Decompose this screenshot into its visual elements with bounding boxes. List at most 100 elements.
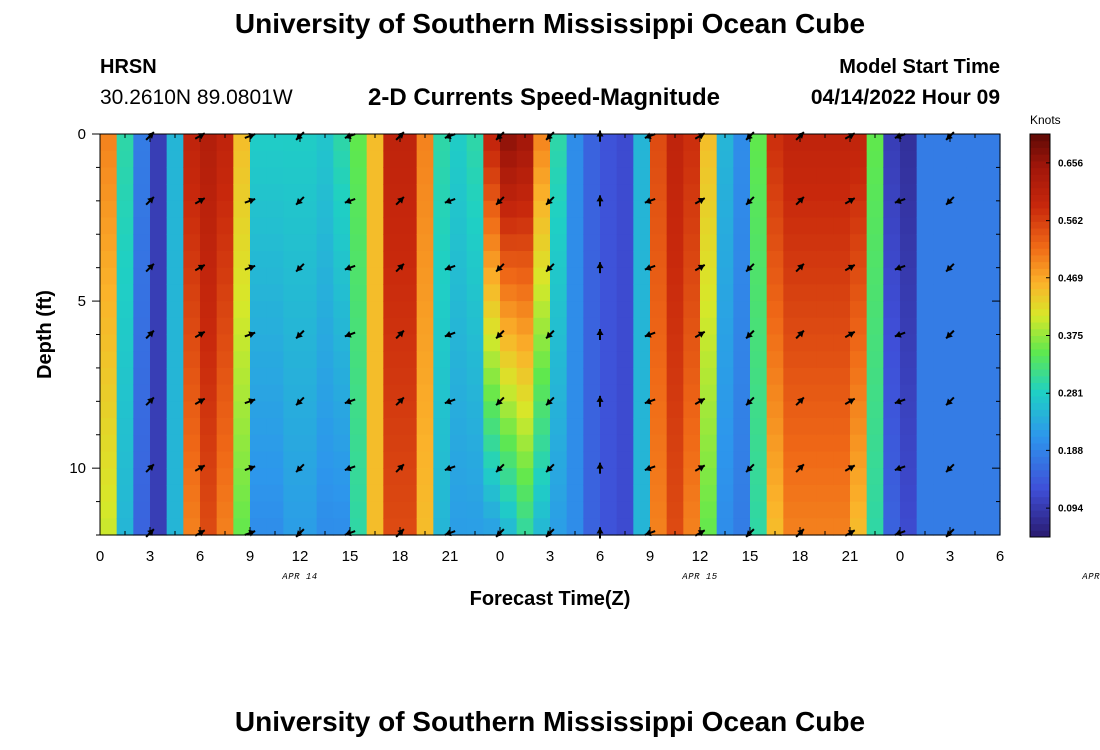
heatmap-cell	[883, 301, 901, 319]
heatmap-cell	[433, 334, 451, 352]
heatmap-cell	[916, 334, 934, 352]
heatmap-cell	[500, 234, 518, 252]
heatmap-cell	[983, 501, 1001, 519]
current-vector-arrow	[495, 463, 505, 473]
heatmap-cell	[850, 384, 868, 402]
heatmap-cell	[733, 217, 751, 235]
heatmap-cell	[450, 217, 468, 235]
heatmap-cell	[533, 284, 551, 302]
heatmap-cell	[466, 250, 484, 269]
heatmap-cell	[300, 501, 318, 519]
heatmap-cell	[600, 384, 618, 402]
colorbar-segment	[1030, 322, 1050, 330]
heatmap-cell	[216, 234, 234, 252]
heatmap-cell	[566, 134, 584, 152]
heatmap-cell	[916, 434, 934, 453]
current-vectors	[145, 130, 955, 539]
heatmap-cell	[700, 451, 718, 469]
heatmap-cell	[866, 484, 884, 503]
heatmap-cell	[700, 334, 718, 352]
heatmap-cell	[266, 384, 284, 402]
y-axis: 0 5 10 Depth (ft)	[34, 126, 1000, 536]
heatmap-cell	[616, 418, 634, 436]
heatmap-cell	[450, 267, 468, 285]
heatmap-cell	[383, 501, 401, 519]
heatmap-cell	[600, 401, 618, 419]
heatmap-cell	[533, 518, 551, 536]
heatmap-cell	[733, 518, 751, 536]
heatmap-cell	[883, 434, 901, 453]
heatmap-cell	[683, 167, 701, 185]
heatmap-cell	[250, 301, 268, 319]
heatmap-cell	[966, 384, 984, 402]
heatmap-cell	[200, 167, 218, 185]
heatmap-cell	[316, 401, 334, 419]
heatmap-cell	[183, 501, 201, 519]
current-vector-arrow	[145, 396, 155, 406]
heatmap-cell	[700, 234, 718, 252]
heatmap-cell	[550, 384, 568, 402]
heatmap-cell	[266, 334, 284, 352]
heatmap-cell	[950, 468, 968, 486]
heatmap-cell	[666, 284, 684, 302]
heatmap-cell	[650, 167, 668, 185]
heatmap-cell	[716, 150, 734, 169]
heatmap-cell	[716, 217, 734, 235]
heatmap-cell	[800, 250, 818, 269]
heatmap-cell	[216, 317, 234, 336]
heatmap-cell	[916, 184, 934, 202]
heatmap-cell	[816, 451, 834, 469]
heatmap-cell	[666, 167, 684, 185]
heatmap-cell	[466, 150, 484, 169]
heatmap-cell	[283, 301, 301, 319]
heatmap-cell	[983, 301, 1001, 319]
heatmap-cell	[750, 367, 768, 386]
heatmap-cell	[233, 451, 251, 469]
heatmap-cell	[133, 200, 151, 219]
heatmap-cell	[950, 234, 968, 252]
heatmap-cell	[366, 468, 384, 486]
heatmap-cell	[950, 484, 968, 503]
heatmap-cell	[100, 284, 118, 302]
heatmap-cell	[466, 384, 484, 402]
heatmap-cell	[600, 217, 618, 235]
heatmap-cell	[533, 334, 551, 352]
heatmap-cell	[300, 384, 318, 402]
heatmap-cell	[250, 217, 268, 235]
heatmap-cell	[816, 334, 834, 352]
colorbar-segment	[1030, 476, 1050, 484]
heatmap-cell	[283, 284, 301, 302]
heatmap-cell	[700, 384, 718, 402]
heatmap-cell	[516, 250, 534, 269]
colorbar-segment	[1030, 503, 1050, 511]
heatmap-cell	[300, 234, 318, 252]
heatmap-cell	[450, 418, 468, 436]
heatmap-cell	[566, 418, 584, 436]
heatmap-cell	[250, 351, 268, 369]
heatmap-cell	[633, 267, 651, 285]
heatmap-cell	[116, 301, 134, 319]
heatmap-cell	[816, 267, 834, 285]
heatmap-cell	[316, 501, 334, 519]
heatmap-cell	[266, 351, 284, 369]
heatmap-cell	[183, 484, 201, 503]
heatmap-cell	[916, 284, 934, 302]
heatmap-cell	[850, 484, 868, 503]
heatmap-cell	[833, 367, 851, 386]
heatmap-cell	[600, 518, 618, 536]
heatmap-cell	[850, 301, 868, 319]
heatmap-cell	[800, 150, 818, 169]
heatmap-cell	[700, 367, 718, 386]
heatmap-cell	[883, 317, 901, 336]
heatmap-cell	[183, 267, 201, 285]
heatmap-cell	[550, 484, 568, 503]
heatmap-cell	[183, 301, 201, 319]
x-tick-label: 18	[792, 548, 809, 565]
heatmap-cell	[416, 317, 434, 336]
heatmap-cell	[650, 267, 668, 285]
current-vector-arrow	[694, 330, 706, 339]
heatmap-cell	[250, 150, 268, 169]
heatmap-cell	[850, 501, 868, 519]
heatmap-cell	[300, 518, 318, 536]
heatmap-cell	[150, 200, 168, 219]
